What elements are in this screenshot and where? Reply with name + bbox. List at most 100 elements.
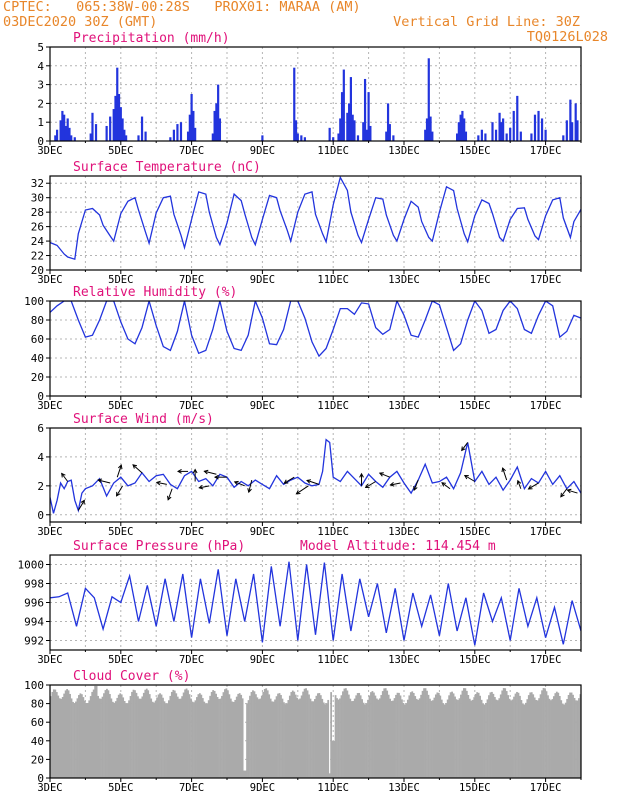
cloud-cover-bar <box>135 692 138 778</box>
precip-bar <box>519 131 522 141</box>
cloud-cover-bar <box>64 690 67 778</box>
cloud-cover-bar <box>554 693 557 778</box>
precip-bar <box>509 127 512 141</box>
cloud-cover-bar <box>128 700 130 778</box>
cloud-cover-bar <box>396 692 399 778</box>
cloud-cover-bar <box>337 699 340 778</box>
cloud-cover-bar <box>443 704 446 778</box>
cloud-cover-bar <box>336 698 338 778</box>
x-tick-label: 11DEC <box>317 526 349 538</box>
x-tick-label: 7DEC <box>179 654 204 666</box>
cloud-cover-bar <box>92 689 95 778</box>
x-tick-label: 9DEC <box>250 526 275 538</box>
precip-bar <box>109 116 112 141</box>
wind-arrow-shaft <box>567 489 578 494</box>
cloud-cover-bar <box>288 695 291 778</box>
x-tick-label: 3DEC <box>37 400 62 412</box>
y-tick-label: 994 <box>24 616 44 629</box>
precip-bar <box>73 137 76 141</box>
series-line <box>50 438 581 514</box>
precip-bar <box>351 114 354 141</box>
x-tick-label: 5DEC <box>108 145 133 157</box>
wind-arrow-shaft <box>390 482 401 486</box>
cloud-cover-bar <box>467 695 470 778</box>
precip-bar <box>66 118 69 141</box>
precip-bar <box>172 129 175 141</box>
precip-bar <box>369 125 372 141</box>
cloud-cover-bar <box>269 698 272 778</box>
precip-bar <box>502 118 505 141</box>
cloud-cover-bar <box>339 698 341 778</box>
x-tick-label: 5DEC <box>108 526 133 538</box>
precip-bar <box>261 135 264 141</box>
cloud-cover-bar <box>190 698 192 778</box>
cloud-cover-bar <box>95 685 98 778</box>
x-tick-label: 15DEC <box>459 400 491 412</box>
x-tick-label: 13DEC <box>388 274 420 286</box>
precip-bar <box>388 124 391 141</box>
cloud-cover-bar <box>402 702 405 778</box>
wind-arrow-head <box>516 479 522 485</box>
wind-arrow-head <box>463 474 469 480</box>
x-tick-label: 9DEC <box>250 274 275 286</box>
cloud-cover-bar <box>179 698 182 778</box>
cloud-cover-bar <box>300 695 303 778</box>
precip-bar <box>363 78 367 141</box>
wind-arrow-shaft <box>116 465 122 478</box>
cloud-cover-bar <box>365 703 368 778</box>
precip-bar <box>500 122 503 141</box>
cloud-cover-bar <box>308 694 310 778</box>
panel-title: Relative Humidity (%) <box>73 285 237 300</box>
precip-bar <box>464 131 468 141</box>
cloud-cover-bar <box>268 694 271 778</box>
cloud-cover-bar <box>61 696 64 778</box>
precip-bar <box>392 135 395 141</box>
cloud-cover-bar <box>50 696 52 778</box>
cloud-cover-bar <box>185 688 188 778</box>
cloud-cover-bar <box>151 701 154 778</box>
cloud-cover-bar <box>51 691 54 778</box>
cloud-cover-bar <box>496 700 499 778</box>
cloud-cover-bar <box>287 700 290 778</box>
panel-5 <box>46 554 582 654</box>
wind-arrow-shaft <box>204 470 217 475</box>
cloud-cover-bar <box>106 688 108 778</box>
y-tick-label: 40 <box>31 735 44 748</box>
cloud-cover-bar <box>283 702 285 778</box>
cloud-cover-bar <box>442 703 445 778</box>
cloud-cover-bar <box>117 694 120 778</box>
wind-arrow-head <box>441 482 447 487</box>
cloud-cover-bar <box>203 701 206 778</box>
cloud-cover-bar <box>170 691 173 778</box>
cloud-cover-bar <box>237 693 240 778</box>
wind-arrow-shaft <box>413 479 419 491</box>
cloud-cover-bar <box>229 698 232 778</box>
precip-bar <box>480 129 483 141</box>
y-tick-label: 2 <box>37 480 44 493</box>
x-tick-label: 11DEC <box>317 782 349 794</box>
cloud-cover-bar <box>114 701 117 778</box>
cloud-cover-bar <box>489 692 492 778</box>
cloud-cover-bar <box>327 699 330 778</box>
y-tick-label: 0 <box>37 772 44 785</box>
precip-bar <box>303 137 306 141</box>
cloud-cover-bar <box>142 692 145 778</box>
cloud-cover-bar <box>247 700 250 778</box>
cloud-cover-bar <box>486 699 489 778</box>
cloud-cover-bar <box>511 699 514 778</box>
x-tick-label: 11DEC <box>317 400 349 412</box>
cloud-cover-bar <box>232 701 235 778</box>
y-tick-label: 3 <box>37 79 44 92</box>
x-tick-label: 5DEC <box>108 400 133 412</box>
cloud-cover-bar <box>210 691 213 778</box>
wind-arrow-shaft <box>132 464 143 474</box>
x-tick-label: 13DEC <box>388 526 420 538</box>
y-tick-label: 992 <box>24 635 44 648</box>
wind-arrow-head <box>295 490 301 495</box>
cloud-cover-bar <box>193 702 195 778</box>
wind-arrow-head <box>61 472 66 478</box>
cloud-cover-bar <box>107 690 110 778</box>
cloud-cover-bar <box>560 700 563 778</box>
wind-arrow-shaft <box>77 500 85 511</box>
y-tick-label: 24 <box>31 235 45 248</box>
